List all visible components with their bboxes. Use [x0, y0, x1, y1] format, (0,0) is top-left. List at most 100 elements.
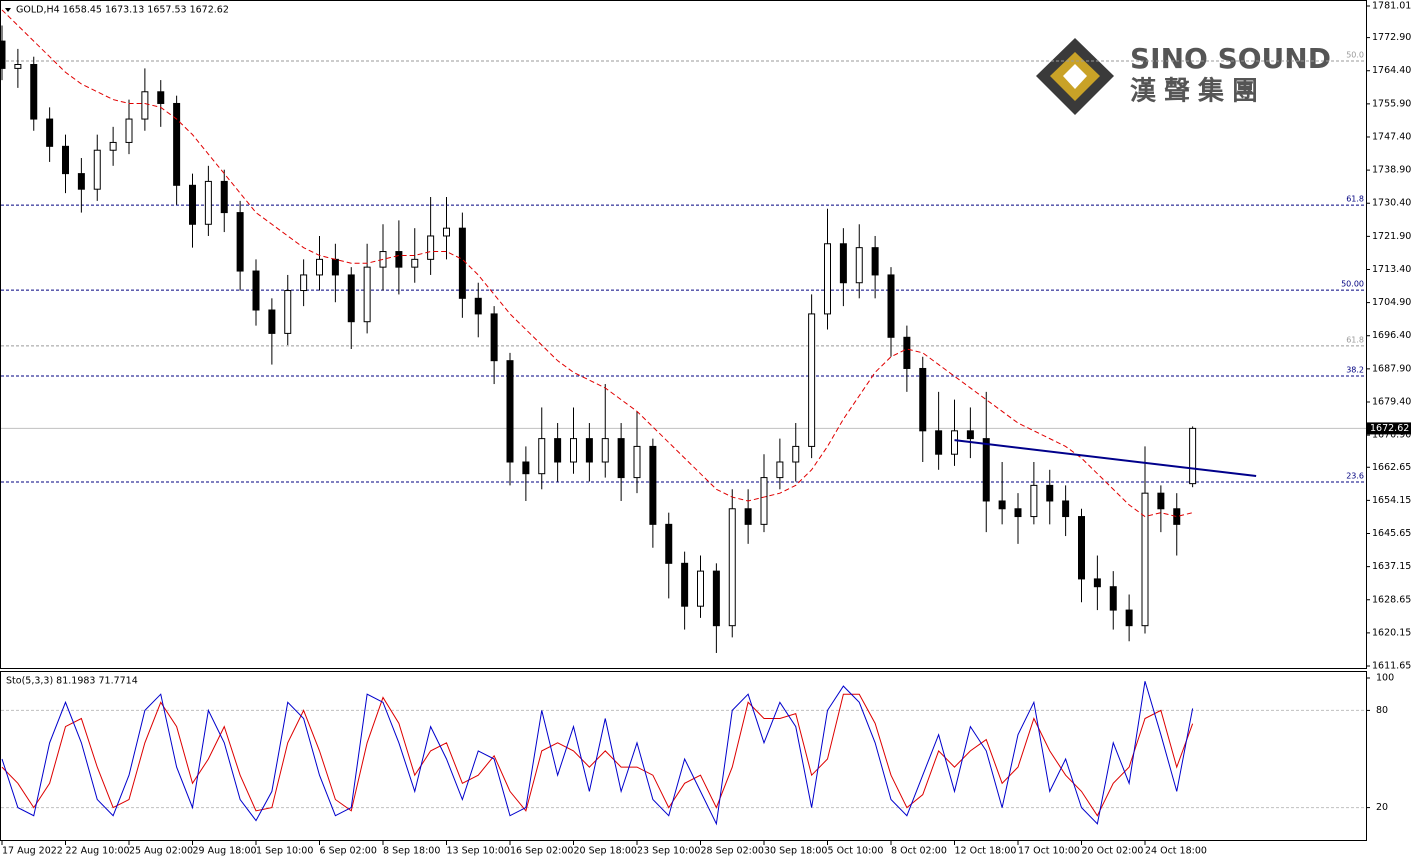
y-tick-label: 1670.90	[1372, 430, 1411, 441]
candle-body	[871, 247, 879, 276]
candle-body	[363, 266, 371, 323]
stoch-y-tick-label: 20	[1376, 802, 1388, 813]
candle-body	[284, 290, 292, 334]
candle-body	[1173, 508, 1181, 525]
candle-body	[300, 274, 308, 292]
candle-body	[1030, 484, 1038, 518]
candle-body	[665, 523, 673, 564]
candle-body	[760, 477, 768, 525]
x-tick-label: 30 Sep 18:00	[764, 846, 827, 857]
y-tick-label: 1687.90	[1372, 363, 1411, 374]
x-tick-label: 24 Oct 18:00	[1145, 846, 1207, 857]
candle-body	[189, 184, 196, 225]
candle-body	[93, 149, 101, 190]
candle-body	[30, 63, 38, 120]
last-price-badge	[1367, 422, 1411, 435]
x-tick-label: 17 Aug 2022	[2, 846, 63, 857]
y-tick-label: 1781.01	[1372, 1, 1411, 12]
candle-body	[728, 508, 736, 627]
candle-body	[395, 251, 403, 268]
x-tick-label: 6 Sep 02:00	[320, 846, 377, 857]
x-tick-label: 5 Oct 10:00	[828, 846, 884, 857]
x-tick-label: 12 Oct 18:00	[955, 846, 1017, 857]
level-label: 50.00	[1341, 280, 1364, 289]
candle-body	[903, 336, 911, 369]
candle-body	[966, 430, 974, 440]
candle-body	[1189, 427, 1197, 485]
candle-body	[14, 63, 22, 69]
y-tick-label: 1696.40	[1372, 330, 1411, 341]
logo-core	[1063, 64, 1087, 89]
y-tick-label: 1738.90	[1372, 165, 1411, 176]
level-label: 61.8	[1346, 335, 1364, 344]
candle-body	[268, 309, 276, 334]
candle-body	[77, 173, 85, 190]
candle-body	[855, 247, 863, 284]
x-tick-label: 25 Aug 02:00	[129, 846, 193, 857]
candle-body	[1078, 516, 1085, 580]
stoch-y-tick-label: 80	[1376, 705, 1388, 716]
y-tick-label: 1704.90	[1372, 297, 1411, 308]
level-label: 50.0	[1346, 50, 1364, 59]
candle-body	[839, 243, 847, 284]
candle-body	[712, 570, 720, 627]
x-tick-label: 17 Oct 10:00	[1018, 846, 1080, 857]
candle-body	[1062, 500, 1070, 518]
candle-body	[331, 258, 339, 276]
candle-body	[522, 461, 530, 475]
candle-body	[62, 145, 69, 175]
candle-body	[458, 227, 466, 299]
y-tick-label: 1730.40	[1372, 198, 1411, 209]
indicator-header: Sto(5,3,3) 81.1983 71.7714	[6, 676, 138, 687]
logo-name: SINO SOUND	[1130, 42, 1331, 75]
y-tick-label: 1713.40	[1372, 264, 1411, 275]
candle-body	[173, 102, 181, 186]
candle-body	[744, 508, 752, 525]
candle-body	[411, 258, 419, 268]
candle-body	[617, 438, 625, 479]
x-tick-label: 8 Sep 18:00	[383, 846, 440, 857]
candle-body	[474, 297, 482, 315]
candle-body	[109, 141, 117, 151]
candle-body	[0, 40, 6, 69]
candle-body	[1046, 484, 1054, 502]
candle-body	[252, 270, 260, 311]
logo-chinese: 漢聲集團	[1130, 76, 1266, 107]
chart-header: GOLD,H4 1658.45 1673.13 1657.53 1672.62	[16, 5, 229, 16]
candle-body	[1141, 492, 1149, 627]
y-tick-label: 1611.65	[1372, 661, 1411, 672]
x-tick-label: 1 Sep 10:00	[256, 846, 313, 857]
level-label: 61.8	[1346, 195, 1364, 204]
candle-body	[998, 500, 1006, 510]
x-tick-label: 8 Oct 02:00	[891, 846, 947, 857]
trendline	[954, 439, 1257, 478]
y-tick-label: 1637.15	[1372, 561, 1411, 572]
candle-body	[649, 445, 657, 525]
y-tick-label: 1654.15	[1372, 495, 1411, 506]
candle-body	[808, 313, 816, 447]
candle-body	[506, 360, 514, 463]
candle-body	[1014, 508, 1022, 518]
candle-body	[697, 570, 704, 607]
y-tick-label: 1772.90	[1372, 32, 1411, 43]
candle-body	[204, 180, 212, 225]
candle-body	[1109, 586, 1117, 611]
x-tick-label: 16 Sep 02:00	[510, 846, 573, 857]
level-label: 38.2	[1346, 365, 1364, 374]
candle-body	[681, 562, 689, 607]
x-tick-label: 13 Sep 10:00	[447, 846, 510, 857]
candle-body	[427, 235, 435, 260]
candle-body	[157, 91, 165, 104]
last-price-label: 1672.62	[1370, 423, 1409, 434]
candle-body	[443, 227, 450, 237]
header-arrow	[5, 8, 11, 12]
logo: SINO SOUND 漢聲集團	[1036, 38, 1331, 115]
candle-body	[347, 274, 355, 323]
y-tick-label: 1747.40	[1372, 131, 1411, 142]
candle-body	[982, 438, 990, 502]
candle-body	[792, 445, 800, 463]
candle-body	[951, 430, 958, 455]
candle-body	[1125, 609, 1133, 627]
candle-body	[490, 313, 498, 362]
